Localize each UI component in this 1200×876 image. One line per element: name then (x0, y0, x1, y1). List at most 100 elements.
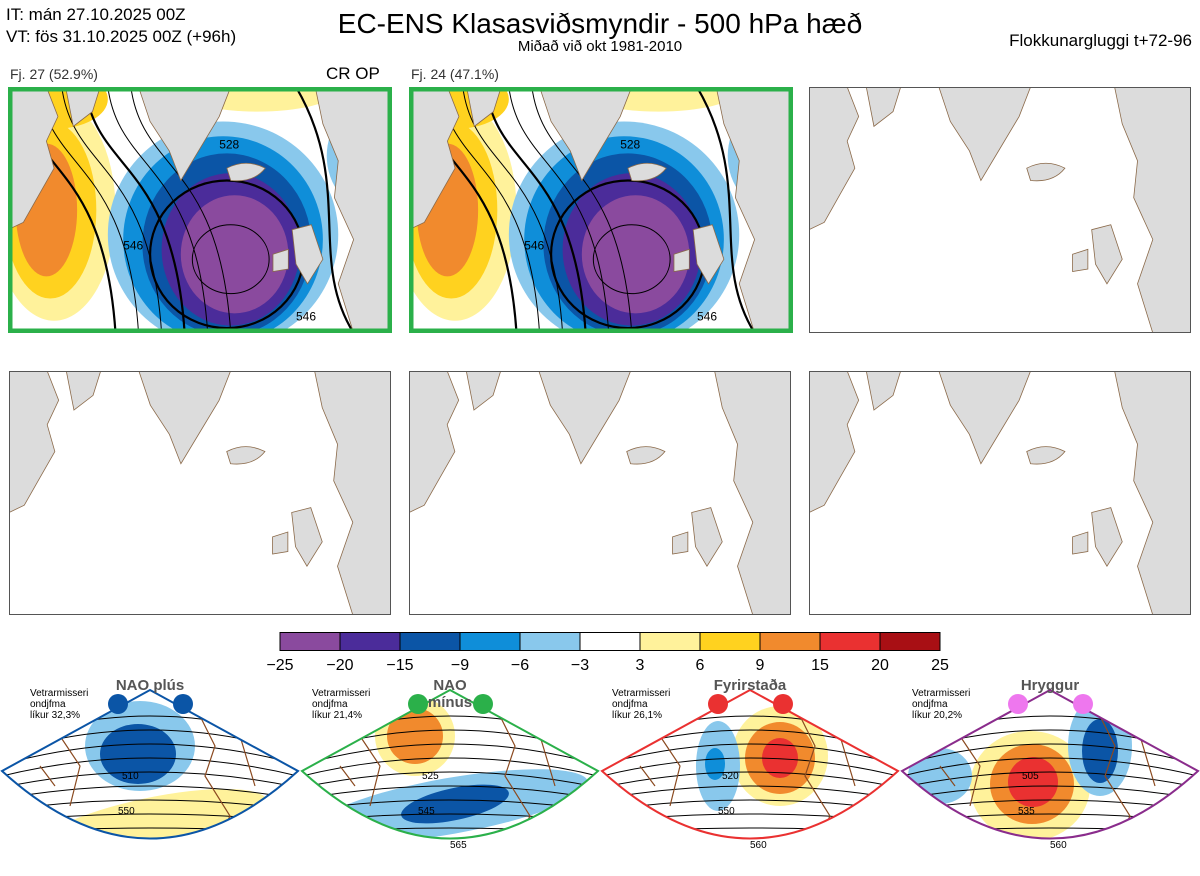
regime-contour-label: 510 (122, 771, 139, 782)
cluster-map-6[interactable] (809, 371, 1191, 615)
regime-frame (0, 688, 300, 840)
regime-marker-dot (108, 694, 128, 714)
page-subtitle: Miðað við okt 1981-2010 (517, 38, 683, 55)
cluster-map-2[interactable]: 528546564528546 (409, 87, 793, 333)
regime-season: Vetrarmisseri (312, 688, 371, 699)
panel-frame (809, 87, 1191, 333)
colorbar-swatch (879, 632, 941, 651)
regime-marker-dot (1073, 694, 1093, 714)
regime-season: Vetrarmisseri (612, 688, 671, 699)
colorbar-tick: −25 (266, 657, 293, 674)
panel-frame (409, 371, 791, 615)
regime-label: ondjfma (612, 699, 648, 710)
panel-2-label: Fj. 24 (47.1%) (411, 66, 499, 82)
regime-info: Vetrarmisseri ondjfma líkur 21,4% (312, 688, 370, 721)
colorbar-swatch (519, 632, 581, 651)
colorbar-swatch (399, 632, 461, 651)
contour-label: 546 (524, 238, 544, 252)
colorbar-swatch (759, 632, 821, 651)
panel-frame (9, 371, 391, 615)
selected-frame (409, 87, 793, 333)
land-layer (809, 371, 1191, 615)
cluster-map-4[interactable] (9, 371, 391, 615)
colorbar-swatch (579, 632, 641, 651)
regime-marker-dot (173, 694, 193, 714)
page-title: EC-ENS Klasasviðsmyndir - 500 hPa hæð (337, 8, 863, 39)
regime-label: ondjfma (912, 699, 948, 710)
colorbar-tick: −20 (326, 657, 353, 674)
regime-contour-label: 550 (718, 806, 735, 817)
regime-contour-label: 560 (750, 840, 767, 851)
colorbar-tick: 6 (696, 657, 705, 674)
regime-info: Vetrarmisseri ondjfma líkur 32,3% (30, 688, 88, 721)
colorbar-tick: −6 (511, 657, 529, 674)
regime-info: Vetrarmisseri ondjfma líkur 20,2% (912, 688, 970, 721)
colorbar-tick: −15 (386, 657, 413, 674)
regime-contour-label: 545 (418, 806, 435, 817)
regime-1[interactable]: 510 550 NAO plús Vetrarmisseri ondjfma líkur … (0, 676, 300, 871)
regime-season: Vetrarmisseri (912, 688, 971, 699)
panel-1-label: Fj. 27 (52.9%) (10, 66, 98, 82)
classification-window: Flokkunargluggi t+72-96 (1009, 31, 1192, 50)
colorbar-tick: −3 (571, 657, 589, 674)
colorbar-swatch (819, 632, 881, 651)
colorbar-tick: −9 (451, 657, 469, 674)
colorbar-tick: 20 (871, 657, 889, 674)
regime-title: Hryggur (1020, 677, 1080, 694)
regime-title: Fyrirstaða (713, 677, 787, 694)
land-layer (409, 371, 791, 615)
cluster-map-1[interactable]: 528546564528546 (8, 87, 392, 333)
anomaly-colorbar: −25 −20 −15 −9 −6 −3 3 6 9 15 20 25 (266, 632, 960, 681)
cluster-map-5[interactable] (409, 371, 791, 615)
land-layer (809, 87, 1191, 333)
regime-contour-label: 535 (1018, 806, 1035, 817)
regime-label: ondjfma (312, 699, 348, 710)
regime-title: NAO mínus (427, 677, 473, 711)
colorbar-tick: 15 (811, 657, 829, 674)
regime-3[interactable]: 520 550 560 Fyrirstaða Vetrarmisseri ondjfma l… (600, 676, 900, 871)
colorbar-tick: 3 (636, 657, 645, 674)
regime-prob: líkur 32,3% (30, 710, 81, 721)
contour-label: 528 (219, 138, 239, 152)
colorbar-swatch (279, 632, 341, 651)
colorbar-tick: 25 (931, 657, 949, 674)
regime-contour-label: 550 (118, 806, 135, 817)
regime-contour-label: 525 (422, 771, 439, 782)
regime-contour-label: 505 (1022, 771, 1039, 782)
regime-marker-dot (773, 694, 793, 714)
regime-frame (900, 688, 1200, 840)
cluster-map-3[interactable] (809, 87, 1191, 333)
regime-info: Vetrarmisseri ondjfma líkur 26,1% (612, 688, 670, 721)
regime-marker-dot (1008, 694, 1028, 714)
colorbar-swatch (699, 632, 761, 651)
regime-prob: líkur 20,2% (912, 710, 963, 721)
regime-frame (600, 688, 900, 840)
run-info: IT: mán 27.10.2025 00Z VT: fös 31.10.202… (6, 4, 236, 48)
regime-4[interactable]: 505 535 560 Hryggur Vetrarmisseri ondjfma líku… (900, 676, 1200, 871)
colorbar-swatch (339, 632, 401, 651)
regime-marker-dot (408, 694, 428, 714)
contour-label: 546 (697, 310, 717, 324)
land-layer (409, 87, 793, 333)
regime-label: ondjfma (30, 699, 66, 710)
land-layer (8, 87, 392, 333)
regime-prob: líkur 21,4% (312, 710, 363, 721)
init-time: IT: mán 27.10.2025 00Z (6, 5, 186, 24)
regime-frame (300, 688, 600, 840)
regime-contour-label: 560 (1050, 840, 1067, 851)
colorbar-swatch (639, 632, 701, 651)
colorbar-swatch (459, 632, 521, 651)
regime-prob: líkur 26,1% (612, 710, 663, 721)
anomaly-field (8, 87, 392, 333)
colorbar-tick: 9 (756, 657, 765, 674)
valid-time: VT: fös 31.10.2025 00Z (+96h) (6, 27, 237, 46)
regime-season: Vetrarmisseri (30, 688, 89, 699)
contour-label: 546 (296, 310, 316, 324)
panel-frame (809, 371, 1191, 615)
land-layer (9, 371, 391, 615)
contour-label: 546 (123, 238, 143, 252)
panel-1-tag: CR OP (326, 64, 380, 83)
regime-title: NAO plús (115, 677, 185, 694)
regime-contour-label: 520 (722, 771, 739, 782)
regime-2[interactable]: 525 545 565 NAO mínus Vetrarmisseri ondjfma lí… (300, 676, 600, 871)
